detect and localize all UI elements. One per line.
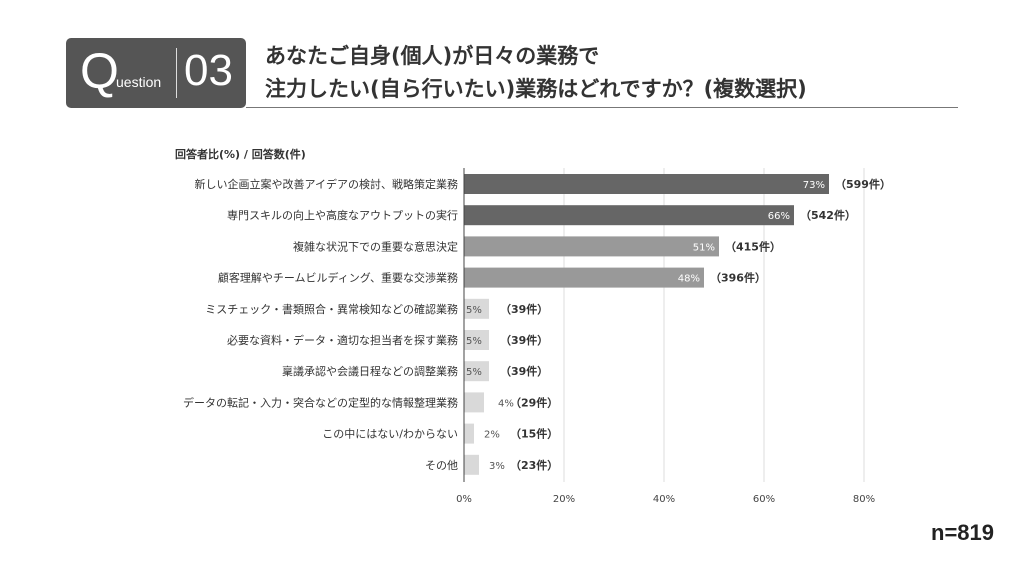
bar bbox=[464, 361, 489, 382]
bar bbox=[464, 267, 704, 288]
question-badge: Q uestion 03 bbox=[66, 38, 246, 108]
bar bbox=[464, 205, 794, 226]
value-label: 5% bbox=[466, 367, 482, 378]
bar bbox=[464, 423, 474, 444]
value-label: 4% bbox=[498, 398, 514, 409]
axis-title: 回答者比(%) / 回答数(件) bbox=[175, 148, 306, 161]
count-label: （29件） bbox=[510, 395, 558, 409]
value-label: 48% bbox=[678, 274, 700, 285]
bar bbox=[464, 330, 489, 350]
x-tick-label: 20% bbox=[553, 494, 575, 505]
x-tick-label: 40% bbox=[653, 494, 675, 505]
value-label: 5% bbox=[466, 336, 482, 347]
value-label: 73% bbox=[803, 180, 825, 191]
count-label: （599件） bbox=[835, 177, 891, 191]
sample-size: n=819 bbox=[931, 520, 994, 545]
x-tick-label: 60% bbox=[753, 494, 775, 505]
category-label: 新しい企画立案や改善アイデアの検討、戦略策定業務 bbox=[195, 177, 458, 191]
count-label: （39件） bbox=[500, 302, 548, 316]
bar bbox=[464, 236, 719, 257]
value-label: 66% bbox=[768, 211, 790, 222]
question-title: あなたご自身(個人)が日々の業務で 注力したい(自ら行いたい)業務はどれですか？… bbox=[265, 40, 807, 106]
count-label: （15件） bbox=[510, 427, 558, 441]
category-label: 必要な資料・データ・適切な担当者を探す業務 bbox=[227, 333, 458, 347]
category-label: この中にはない/わからない bbox=[322, 428, 458, 441]
question-number: 03 bbox=[184, 46, 233, 95]
bar bbox=[464, 174, 829, 194]
count-label: （415件） bbox=[725, 239, 781, 253]
count-label: （39件） bbox=[500, 364, 548, 378]
category-label: データの転記・入力・突合などの定型的な情報整理業務 bbox=[183, 395, 458, 409]
question-letter: Q bbox=[80, 43, 119, 99]
title-line-2: 注力したい(自ら行いたい)業務はどれですか？(複数選択) bbox=[265, 77, 807, 101]
category-label: ミスチェック・書類照合・異常検知などの確認業務 bbox=[205, 302, 458, 316]
title-line-1: あなたご自身(個人)が日々の業務で bbox=[265, 44, 600, 68]
value-label: 2% bbox=[484, 430, 500, 441]
title-underline bbox=[246, 107, 958, 108]
x-tick-label: 80% bbox=[853, 494, 875, 505]
count-label: （396件） bbox=[710, 271, 766, 285]
category-label: 顧客理解やチームビルディング、重要な交渉業務 bbox=[218, 271, 458, 285]
category-label: 稟議承認や会議日程などの調整業務 bbox=[282, 364, 458, 378]
count-label: （39件） bbox=[500, 333, 548, 347]
category-label: その他 bbox=[425, 459, 458, 472]
category-label: 複雑な状況下での重要な意思決定 bbox=[293, 239, 458, 253]
bar bbox=[464, 298, 489, 319]
x-tick-label: 0% bbox=[456, 494, 472, 505]
value-label: 5% bbox=[466, 305, 482, 316]
count-label: （542件） bbox=[800, 208, 856, 222]
bar bbox=[464, 454, 479, 475]
question-word: uestion bbox=[116, 74, 162, 90]
bar bbox=[464, 392, 484, 413]
badge-divider bbox=[176, 48, 177, 98]
count-label: （23件） bbox=[510, 458, 558, 472]
value-label: 3% bbox=[489, 461, 505, 472]
category-label: 専門スキルの向上や高度なアウトプットの実行 bbox=[227, 208, 458, 222]
value-label: 51% bbox=[693, 242, 715, 253]
